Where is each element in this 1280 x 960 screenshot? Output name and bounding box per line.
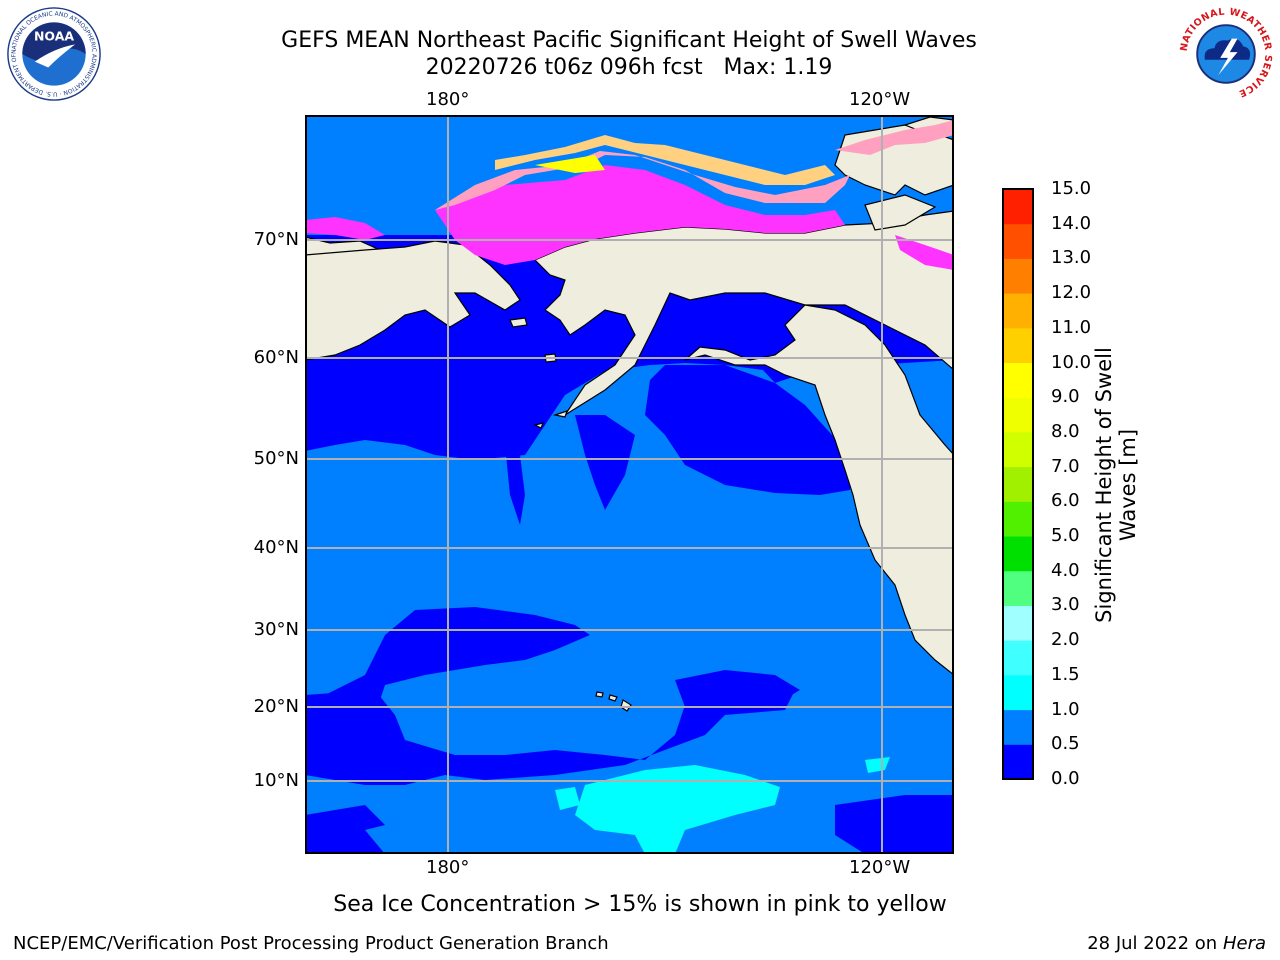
colorbar-tick-label: 5.0 bbox=[1051, 525, 1080, 547]
colorbar-tick-label: 1.0 bbox=[1051, 698, 1080, 720]
swell-height-map bbox=[305, 115, 954, 854]
colorbar-segment bbox=[1003, 189, 1033, 225]
colorbar-tick-label: 6.0 bbox=[1051, 490, 1080, 512]
colorbar-segment bbox=[1003, 362, 1033, 398]
colorbar-tick-label: 13.0 bbox=[1051, 247, 1092, 269]
colorbar-segment bbox=[1003, 327, 1033, 364]
lat-label-10n: 10°N bbox=[253, 770, 299, 791]
graticule bbox=[305, 115, 954, 854]
colorbar-tick-label: 8.0 bbox=[1051, 420, 1080, 442]
colorbar-tick-label: 3.0 bbox=[1051, 594, 1080, 616]
noaa-logo-icon: NATIONAL OCEANIC AND ATMOSPHERIC ADMINIS… bbox=[6, 6, 101, 101]
sea-ice-note: Sea Ice Concentration > 15% is shown in … bbox=[333, 892, 947, 917]
date-text: 28 Jul 2022 on Hera bbox=[1087, 933, 1266, 954]
colorbar-segment bbox=[1003, 640, 1033, 676]
colorbar-segment bbox=[1003, 709, 1033, 745]
colorbar-border bbox=[1002, 188, 1034, 780]
colorbar-tick-label: 0.5 bbox=[1051, 733, 1080, 755]
colorbar-tick-label: 15.0 bbox=[1051, 178, 1092, 199]
noaa-logo-text: NOAA bbox=[34, 29, 74, 44]
credit-text: NCEP/EMC/Verification Post Processing Pr… bbox=[13, 933, 609, 954]
date-value: 28 Jul 2022 on bbox=[1087, 933, 1218, 954]
colorbar-tick-label: 11.0 bbox=[1051, 316, 1092, 338]
colorbar-segment bbox=[1003, 258, 1033, 294]
lat-label-60n: 60°N bbox=[253, 347, 299, 368]
colorbar-tick-label: 9.0 bbox=[1051, 386, 1080, 408]
colorbar-segment bbox=[1003, 674, 1033, 711]
colorbar-tick-label: 2.0 bbox=[1051, 629, 1080, 651]
map-border bbox=[305, 115, 954, 854]
lat-label-20n: 20°N bbox=[253, 696, 299, 717]
colorbar-segment bbox=[1003, 397, 1033, 433]
colorbar-title-line2: Waves [m] bbox=[1116, 428, 1140, 542]
colorbar-tick-label: 1.5 bbox=[1051, 663, 1080, 685]
lat-label-70n: 70°N bbox=[253, 229, 299, 250]
lon-label-top-120w: 120°W bbox=[849, 89, 911, 110]
lon-label-bottom-120w: 120°W bbox=[849, 857, 911, 878]
lon-label-top-180: 180° bbox=[426, 89, 470, 110]
colorbar-segment bbox=[1003, 570, 1033, 606]
colorbar-tick-label: 10.0 bbox=[1051, 351, 1092, 373]
host-name: Hera bbox=[1222, 933, 1266, 954]
colorbar-segment bbox=[1003, 466, 1033, 502]
colorbar-segment bbox=[1003, 605, 1033, 641]
lat-label-30n: 30°N bbox=[253, 619, 299, 640]
colorbar-segment bbox=[1003, 293, 1033, 329]
colorbar-tick-label: 7.0 bbox=[1051, 455, 1080, 477]
colorbar bbox=[1002, 188, 1034, 780]
lon-label-bottom-180: 180° bbox=[426, 857, 470, 878]
colorbar-tick-label: 14.0 bbox=[1051, 212, 1092, 234]
colorbar-segment bbox=[1003, 223, 1033, 259]
colorbar-title-line1: Significant Height of Swell bbox=[1092, 347, 1116, 623]
swell-band-10-15 bbox=[555, 757, 890, 854]
nws-logo-icon: NATIONAL WEATHER SERVICE bbox=[1179, 7, 1273, 101]
chart-subtitle: 20220726 t06z 096h fcst Max: 1.19 bbox=[425, 55, 833, 80]
colorbar-tick-label: 4.0 bbox=[1051, 559, 1080, 581]
colorbar-segment bbox=[1003, 536, 1033, 572]
colorbar-segment bbox=[1003, 501, 1033, 537]
colorbar-segment bbox=[1003, 431, 1033, 468]
lat-label-50n: 50°N bbox=[253, 448, 299, 469]
colorbar-tick-label: 0.0 bbox=[1051, 768, 1080, 789]
chart-title: GEFS MEAN Northeast Pacific Significant … bbox=[281, 28, 977, 53]
colorbar-segment bbox=[1003, 744, 1033, 780]
lat-label-40n: 40°N bbox=[253, 537, 299, 558]
colorbar-tick-label: 12.0 bbox=[1051, 282, 1092, 304]
